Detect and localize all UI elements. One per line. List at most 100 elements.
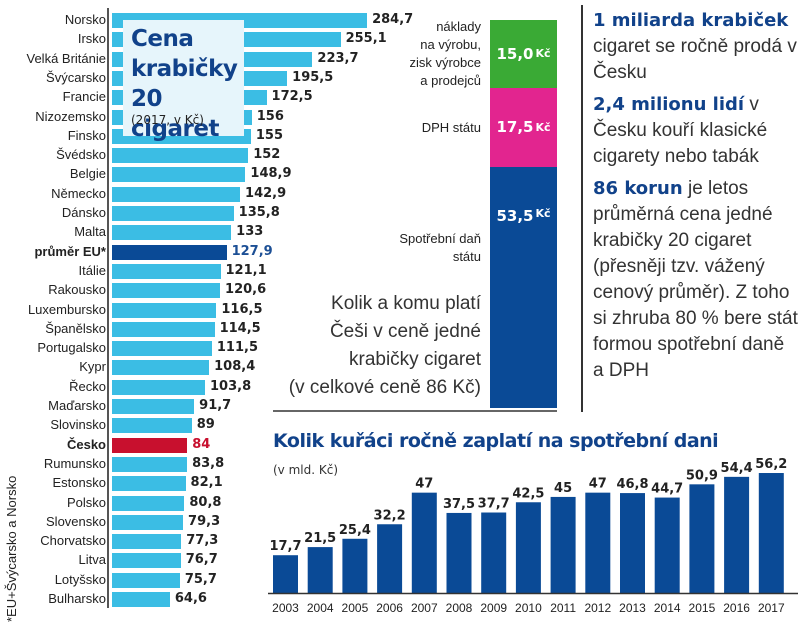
excise-tax-chart: 17,7 2003 21,5 2004 25,4 2005 32,2 2006 47 2007 37… [268, 457, 798, 615]
caption-line: Kolik a komu platí [331, 293, 481, 314]
bar-value-label: 32,2 [374, 508, 406, 523]
bar-value-label: 17,7 [269, 539, 301, 554]
bar-category-label: průměr EU* [34, 243, 106, 259]
bar-value-label: 195,5 [292, 69, 334, 85]
bar-value-label: 114,5 [219, 320, 261, 336]
bar [112, 283, 221, 299]
bar [112, 495, 185, 511]
bar [112, 399, 195, 414]
bar-value-label: 50,9 [686, 468, 718, 483]
bar-value-label: 56,2 [755, 457, 787, 472]
label-line: DPH státu [421, 120, 481, 135]
caption-underline [273, 410, 557, 412]
bar-category-label: Portugalsko [37, 340, 106, 356]
label-line: náklady [436, 19, 481, 34]
bar [112, 514, 184, 530]
label-line: státu [452, 249, 481, 264]
segment-unit: Kč [535, 120, 551, 134]
bar [112, 418, 192, 434]
x-tick-label: 2005 [342, 601, 369, 615]
fact-text: cigaret se ročně prodá v Česku [593, 36, 797, 83]
bar-value-label: 152 [253, 147, 281, 163]
bar-value-label: 103,8 [210, 378, 252, 394]
bar-value-label: 47 [589, 477, 607, 492]
bar [724, 476, 750, 593]
title-line: Cena [131, 26, 194, 52]
bar-row: Německo 142,9 [0, 184, 400, 204]
bar-row: Slovinsko 89 [0, 415, 400, 435]
bar-category-label: Francie [62, 89, 106, 105]
left-chart-axis [107, 8, 109, 608]
bar-value-label: 82,1 [190, 475, 223, 491]
bar-row: Španělsko 114,5 [0, 319, 400, 339]
x-tick-label: 2007 [411, 601, 438, 615]
bar [112, 341, 212, 357]
bar [112, 379, 205, 395]
bottom-chart-subtitle: (v mld. Kč) [273, 463, 339, 477]
bar [112, 148, 249, 164]
stack-segment: 53,5 Kč [490, 166, 557, 408]
bar-row: Dánsko 135,8 [0, 203, 400, 223]
bar-value-label: 155 [255, 127, 284, 143]
facts-panel: 1 miliarda krabiček cigaret se ročně pro… [593, 8, 798, 390]
bar-category-label: Dánsko [61, 205, 106, 220]
bar-row: průměr EU* 127,9 [0, 242, 400, 262]
bar-category-label: Estonsko [52, 475, 106, 491]
bar [654, 497, 680, 593]
segment-unit: Kč [535, 206, 551, 220]
bar [112, 360, 210, 376]
bar-row: Rumunsko 83,8 [0, 454, 400, 474]
bar-category-label: Velká Británie [26, 50, 107, 66]
bar-row: Maďarsko 91,7 [0, 396, 400, 416]
title-line: krabičky [131, 56, 238, 82]
country-price-chart: Norsko 284,7 Irsko 255,1 Velká Británie 223,7… [0, 8, 413, 622]
x-tick-label: 2011 [550, 601, 576, 615]
bar [112, 167, 246, 183]
bar-row: Malta 133 [0, 222, 400, 242]
bar-value-label: 135,8 [238, 205, 280, 220]
bar [112, 456, 188, 472]
bar-value-label: 44,7 [651, 482, 683, 497]
label-line: zisk výrobce [409, 55, 481, 70]
bar-value-label: 121,1 [225, 262, 267, 278]
title-line: 20 cigaret [131, 86, 219, 142]
stack-segment: 15,0 Kč [490, 20, 557, 88]
bar-category-label: Nizozemsko [35, 108, 106, 124]
bar-value-label: 108,4 [214, 359, 256, 375]
x-tick-label: 2008 [446, 601, 473, 615]
x-tick-label: 2003 [272, 601, 299, 615]
bar-row: Litva 76,7 [0, 550, 400, 570]
bar-category-label: Finsko [67, 127, 106, 143]
bar-category-label: Maďarsko [48, 398, 106, 413]
segment-value: 15,0 [496, 44, 534, 63]
bar [446, 512, 472, 593]
x-tick-label: 2016 [723, 601, 750, 615]
fact-highlight: 86 korun [593, 178, 683, 199]
fact-highlight: 2,4 milionu lidí [593, 94, 745, 115]
bar-category-label: Belgie [69, 166, 106, 182]
bar-category-label: Slovensko [46, 513, 106, 529]
bar [377, 524, 403, 593]
bar [515, 502, 541, 593]
bar [112, 225, 232, 241]
fact-highlight: 1 miliarda krabiček [593, 10, 789, 31]
segment-unit: Kč [535, 47, 551, 61]
bar [307, 547, 333, 593]
left-chart-title-box [123, 20, 244, 136]
bar-category-label: Norsko [64, 12, 106, 27]
bar-value-label: 142,9 [245, 185, 287, 201]
bottom-chart-title: Kolik kuřáci ročně zaplatí na spotřební … [273, 430, 719, 452]
caption-line: Češi v ceně jedné [329, 321, 481, 342]
bar-row: Belgie 148,9 [0, 164, 400, 184]
label-line: Spotřební daň [399, 231, 481, 246]
bar [112, 206, 234, 221]
segment-label-production: náklady na výrobu, zisk výrobce a prodej… [409, 18, 481, 90]
bar-row: Estonsko 82,1 [0, 473, 400, 493]
bar [112, 321, 215, 337]
bar-category-label: Malta [74, 224, 106, 240]
fact-text: je letos průměrná cena jedné krabičky 20… [593, 178, 798, 381]
bar-row: Portugalsko 111,5 [0, 338, 400, 358]
bar [112, 553, 181, 569]
bar-category-label: Irsko [77, 31, 106, 47]
bar-row: Česko 84 [0, 435, 400, 455]
